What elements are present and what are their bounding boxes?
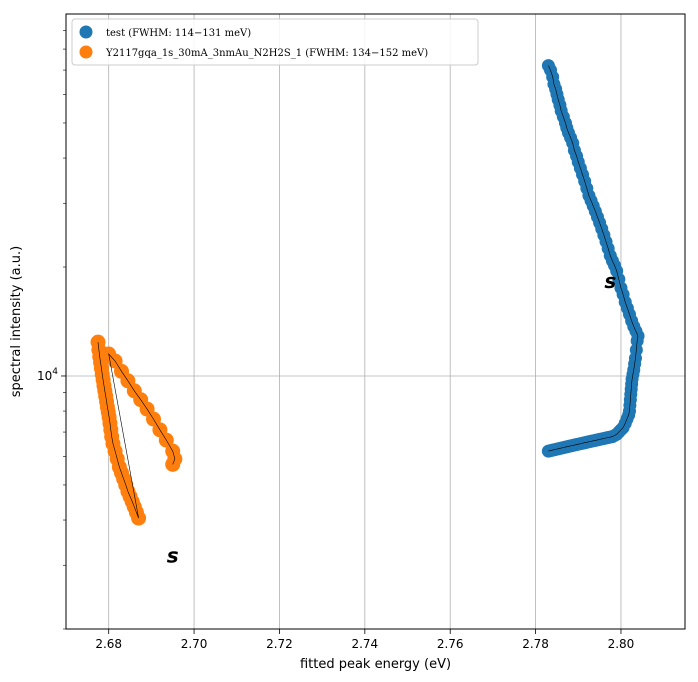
y-tick-exponent: 4 [52,367,58,377]
y-axis-label: spectral intensity (a.u.) [9,246,24,397]
grid [66,14,685,629]
legend-entry-test: test (FWHM: 114−131 meV) [106,28,251,39]
annotation-s-label: s [167,544,179,568]
x-tick-label: 2.70 [181,637,208,651]
x-tick-label: 2.80 [608,637,635,651]
y-tick-label: 104 [37,367,58,383]
x-tick-label: 2.76 [437,637,464,651]
legend-marker-test [79,25,93,39]
trace-line-test [548,65,639,452]
legend-box [71,18,479,66]
x-tick-label: 2.68 [95,637,122,651]
annotations: ss [167,269,617,568]
annotation-s-label: s [604,269,616,293]
legend-marker-sample [79,45,93,59]
x-tick-label: 2.74 [351,637,378,651]
x-tick-label: 2.72 [266,637,293,651]
plot-frame [65,13,686,630]
legend-entry-sample: Y2117gqa_1s_30mA_3nmAu_N2H2S_1 (FWHM: 13… [105,48,428,59]
x-tick-label: 2.78 [522,637,549,651]
data-points [90,59,645,526]
x-axis-label: fitted peak energy (eV) [300,657,451,672]
axis-ticks: 2.68 2.70 2.72 2.74 2.76 2.78 2.80 104 [37,30,635,651]
trace-line-sample [97,342,176,519]
legend: test (FWHM: 114−131 meV) Y2117gqa_1s_30m… [71,18,479,66]
data-point-test [541,444,555,458]
